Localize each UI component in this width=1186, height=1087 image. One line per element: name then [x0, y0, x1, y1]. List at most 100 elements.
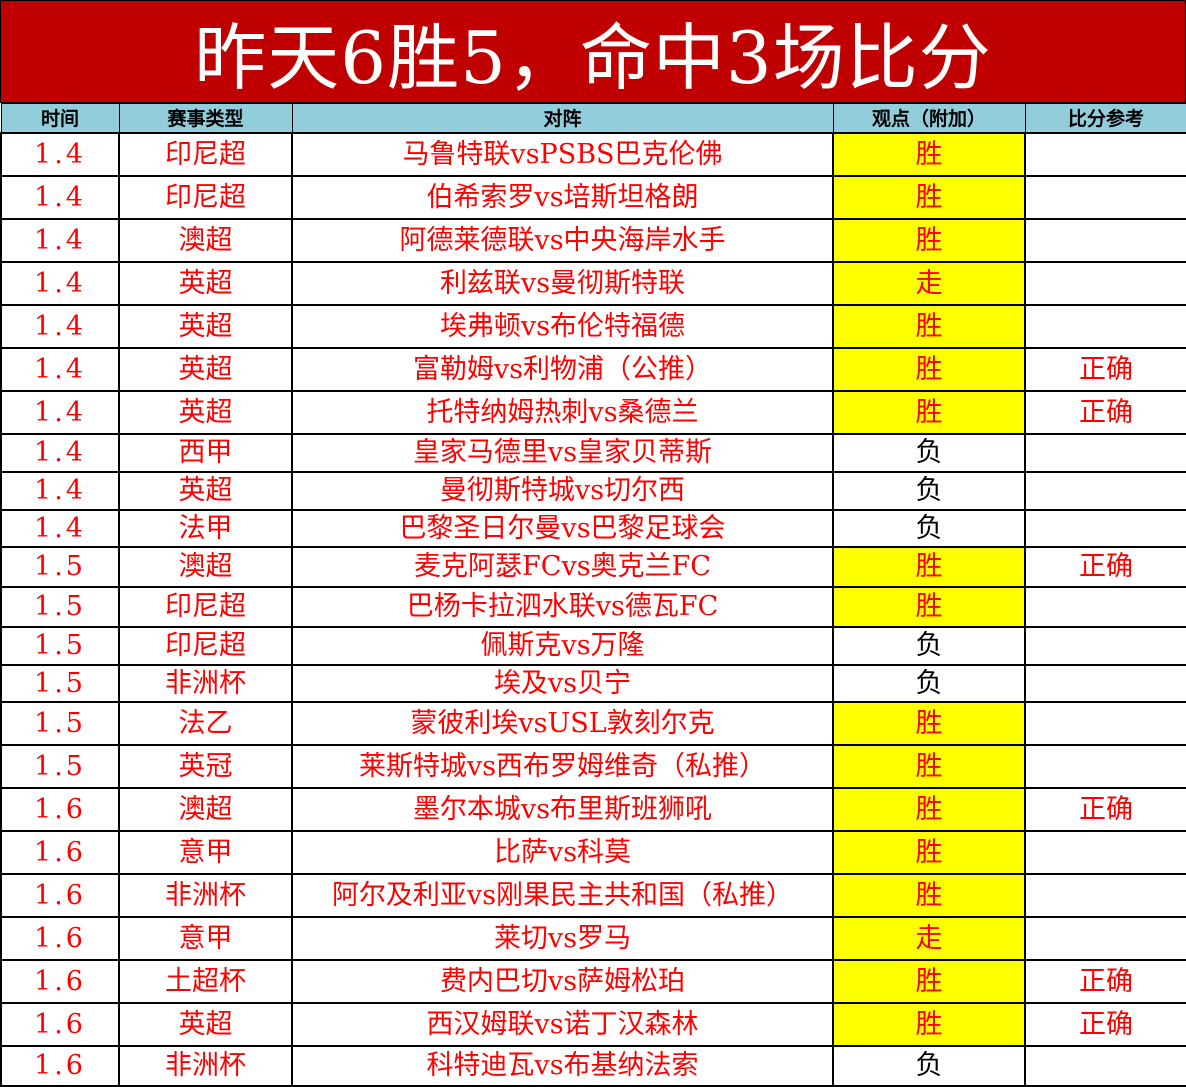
match-cell: 麦克阿瑟FCvs奥克兰FC — [291, 545, 834, 588]
league-cell: 法乙 — [118, 700, 293, 746]
date-cell: 1.6 — [0, 915, 120, 961]
match-cell: 蒙彼利埃vsUSL敦刻尔克 — [291, 700, 834, 746]
pick-cell: 胜 — [832, 786, 1026, 832]
pick-cell: 走 — [832, 260, 1026, 306]
table-row: 1.6 澳超 墨尔本城vs布里斯班狮吼胜正确 — [0, 786, 1186, 832]
pick-cell: 胜 — [832, 131, 1026, 177]
match-cell: 利兹联vs曼彻斯特联 — [291, 260, 834, 306]
match-cell: 莱斯特城vs西布罗姆维奇（私推） — [291, 743, 834, 789]
table-row: 1.4 英超 埃弗顿vs布伦特福德胜 — [0, 303, 1186, 349]
match-cell: 皇家马德里vs皇家贝蒂斯 — [291, 432, 834, 473]
league-cell: 英超 — [118, 346, 293, 392]
pick-cell: 胜 — [832, 389, 1026, 435]
league-cell: 意甲 — [118, 829, 293, 875]
pick-cell: 胜 — [832, 1001, 1026, 1047]
league-cell: 印尼超 — [118, 174, 293, 220]
score-cell: 正确 — [1024, 346, 1186, 392]
pick-cell: 胜 — [832, 872, 1026, 918]
date-cell: 1.5 — [0, 743, 120, 789]
header-score: 比分参考 — [1024, 103, 1186, 133]
pick-cell: 胜 — [832, 700, 1026, 746]
table-row: 1.4 法甲 巴黎圣日尔曼vs巴黎足球会负 — [0, 508, 1186, 548]
pick-cell: 胜 — [832, 958, 1026, 1004]
results-table: 时间 赛事类型 对阵 观点（附加） 比分参考 1.4 印尼超 马鲁特联vsPSBS巴… — [0, 103, 1186, 1087]
pick-cell: 胜 — [832, 217, 1026, 263]
league-cell: 澳超 — [118, 545, 293, 588]
header-league: 赛事类型 — [118, 103, 293, 133]
match-cell: 比萨vs科莫 — [291, 829, 834, 875]
match-cell: 莱切vs罗马 — [291, 915, 834, 961]
date-cell: 1.6 — [0, 1044, 120, 1087]
score-cell: 正确 — [1024, 786, 1186, 832]
table-row: 1.6 意甲 比萨vs科莫胜 — [0, 829, 1186, 875]
league-cell: 英超 — [118, 303, 293, 349]
league-cell: 英超 — [118, 470, 293, 511]
pick-cell: 负 — [832, 432, 1026, 473]
table-row: 1.6 意甲 莱切vs罗马走 — [0, 915, 1186, 961]
score-cell — [1024, 915, 1186, 961]
table-row: 1.6 英超 西汉姆联vs诺丁汉森林胜正确 — [0, 1001, 1186, 1047]
pick-cell: 胜 — [832, 346, 1026, 392]
date-cell: 1.5 — [0, 585, 120, 628]
score-cell — [1024, 743, 1186, 789]
league-cell: 非洲杯 — [118, 663, 293, 703]
league-cell: 意甲 — [118, 915, 293, 961]
date-cell: 1.4 — [0, 131, 120, 177]
league-cell: 印尼超 — [118, 625, 293, 666]
table-row: 1.5 英冠 莱斯特城vs西布罗姆维奇（私推）胜 — [0, 743, 1186, 789]
pick-cell: 胜 — [832, 585, 1026, 628]
league-cell: 非洲杯 — [118, 1044, 293, 1087]
score-cell — [1024, 260, 1186, 306]
league-cell: 英超 — [118, 389, 293, 435]
league-cell: 英超 — [118, 1001, 293, 1047]
score-cell: 正确 — [1024, 1001, 1186, 1047]
date-cell: 1.4 — [0, 389, 120, 435]
pick-cell: 胜 — [832, 303, 1026, 349]
score-cell — [1024, 872, 1186, 918]
league-cell: 印尼超 — [118, 131, 293, 177]
table-row: 1.5 印尼超 佩斯克vs万隆负 — [0, 625, 1186, 666]
match-cell: 佩斯克vs万隆 — [291, 625, 834, 666]
date-cell: 1.5 — [0, 700, 120, 746]
page-title: 昨天6胜5，命中3场比分 — [0, 0, 1186, 103]
league-cell: 澳超 — [118, 786, 293, 832]
score-cell — [1024, 585, 1186, 628]
match-cell: 阿尔及利亚vs刚果民主共和国（私推） — [291, 872, 834, 918]
table-row: 1.6 非洲杯 阿尔及利亚vs刚果民主共和国（私推）胜 — [0, 872, 1186, 918]
league-cell: 澳超 — [118, 217, 293, 263]
match-cell: 巴杨卡拉泗水联vs德瓦FC — [291, 585, 834, 628]
score-cell — [1024, 131, 1186, 177]
date-cell: 1.4 — [0, 432, 120, 473]
match-cell: 伯希索罗vs培斯坦格朗 — [291, 174, 834, 220]
pick-cell: 负 — [832, 1044, 1026, 1087]
score-cell — [1024, 432, 1186, 473]
pick-cell: 胜 — [832, 829, 1026, 875]
pick-cell: 负 — [832, 625, 1026, 666]
score-cell: 正确 — [1024, 389, 1186, 435]
table-row: 1.4 英超 曼彻斯特城vs切尔西负 — [0, 470, 1186, 511]
header-pick: 观点（附加） — [832, 103, 1026, 133]
match-cell: 马鲁特联vsPSBS巴克伦佛 — [291, 131, 834, 177]
date-cell: 1.4 — [0, 346, 120, 392]
match-cell: 曼彻斯特城vs切尔西 — [291, 470, 834, 511]
header-match: 对阵 — [291, 103, 834, 133]
match-cell: 阿德莱德联vs中央海岸水手 — [291, 217, 834, 263]
date-cell: 1.5 — [0, 545, 120, 588]
date-cell: 1.6 — [0, 1001, 120, 1047]
table-row: 1.5 澳超 麦克阿瑟FCvs奥克兰FC 胜正确 — [0, 545, 1186, 588]
score-cell — [1024, 174, 1186, 220]
table-row: 1.6 非洲杯 科特迪瓦vs布基纳法索负 — [0, 1044, 1186, 1087]
match-cell: 西汉姆联vs诺丁汉森林 — [291, 1001, 834, 1047]
header-date: 时间 — [0, 103, 120, 133]
date-cell: 1.4 — [0, 174, 120, 220]
date-cell: 1.6 — [0, 786, 120, 832]
match-cell: 托特纳姆热刺vs桑德兰 — [291, 389, 834, 435]
score-cell: 正确 — [1024, 545, 1186, 588]
league-cell: 西甲 — [118, 432, 293, 473]
date-cell: 1.4 — [0, 303, 120, 349]
table-row: 1.5 印尼超 巴杨卡拉泗水联vs德瓦FC 胜 — [0, 585, 1186, 628]
date-cell: 1.6 — [0, 958, 120, 1004]
date-cell: 1.6 — [0, 872, 120, 918]
table-row: 1.4 英超 托特纳姆热刺vs桑德兰胜正确 — [0, 389, 1186, 435]
table-row: 1.4 英超 富勒姆vs利物浦（公推）胜正确 — [0, 346, 1186, 392]
